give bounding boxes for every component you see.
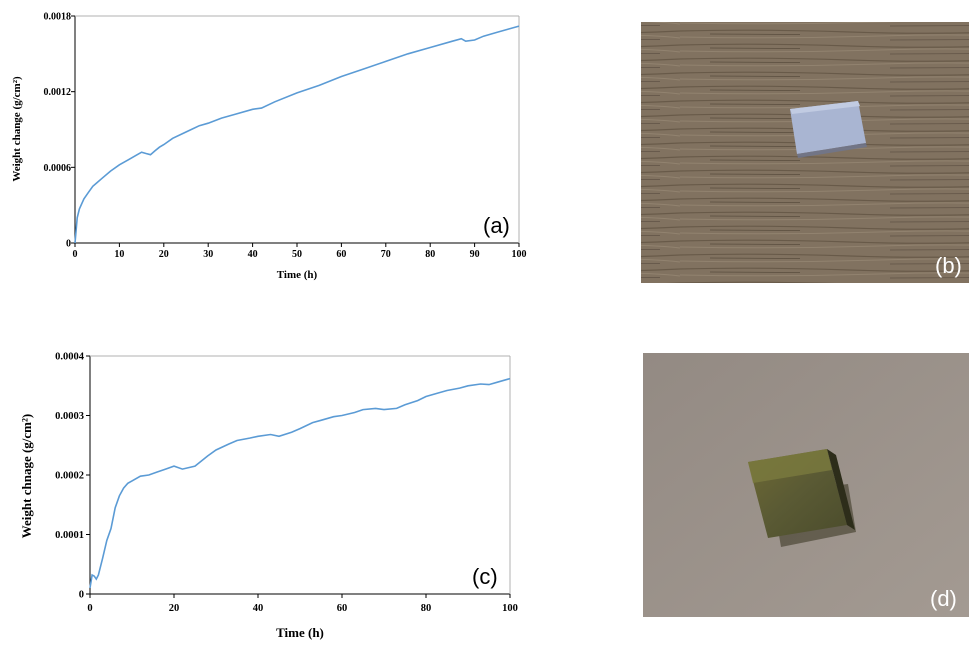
chart-a-x-tick-label: 30	[203, 249, 213, 260]
chart-a-y-tick-label: 0.0018	[44, 12, 72, 23]
photo-b-panel-label: (b)	[935, 253, 962, 278]
chart-a-series-line	[74, 25, 520, 244]
chart-a-x-tick-label: 60	[336, 249, 346, 260]
chart-c-x-tick-label: 40	[253, 603, 264, 614]
chart-a-y-tick-label: 0	[66, 239, 71, 250]
chart-a-panel-label: (a)	[483, 213, 510, 238]
chart-a-x-label: Time (h)	[277, 269, 318, 281]
photo-b: (b)	[641, 22, 969, 283]
chart-a-x-tick-label: 20	[159, 249, 169, 260]
photo-d: (d)	[643, 353, 969, 617]
chart-c-y-tick-label: 0.0003	[55, 411, 84, 422]
chart-a-y-tick-label: 0.0006	[44, 163, 72, 174]
chart-a-x-tick-label: 70	[381, 249, 391, 260]
chart-c-x-tick-label: 0	[87, 603, 92, 614]
green-specimen-block	[748, 449, 856, 547]
chart-c-y-tick-label: 0.0001	[55, 530, 84, 541]
chart-c-x-tick-label: 80	[421, 603, 432, 614]
chart-a-x-tick-label: 100	[512, 249, 527, 260]
chart-a-x-tick-label: 0	[73, 249, 78, 260]
chart-c-x-tick-label: 60	[337, 603, 348, 614]
chart-c-x-tick-label: 100	[502, 603, 518, 614]
chart-c-y-tick-label: 0.0002	[55, 471, 84, 482]
chart-c-x-label: Time (h)	[276, 625, 324, 640]
chart-a-y-label: Weight change (g/cm²)	[11, 76, 23, 182]
chart-a-x-tick-label: 90	[470, 249, 480, 260]
chart-c-y-tick-label: 0.0004	[55, 352, 85, 363]
white-specimen-block	[790, 101, 867, 158]
chart-a: 0 10 20 30 40 50 60 70 80 90 100 0 0.0006 0.0012 0.00…	[11, 12, 527, 282]
chart-c-y-tick-label: 0	[79, 590, 84, 601]
chart-a-x-tick-label: 40	[248, 249, 258, 260]
chart-c: 0 20 40 60 80 100 0 0.0001 0.0002 0.0003 0.0004 (…	[19, 352, 518, 641]
chart-c-series-line	[89, 377, 511, 589]
chart-c-y-label: Weight chnage (g/cm²)	[19, 414, 34, 539]
chart-c-panel-label: (c)	[472, 564, 498, 589]
chart-a-x-tick-label: 50	[292, 249, 302, 260]
chart-a-x-tick-label: 10	[114, 249, 124, 260]
chart-a-x-tick-label: 80	[425, 249, 435, 260]
chart-c-x-tick-label: 20	[169, 603, 180, 614]
chart-a-y-tick-label: 0.0012	[44, 87, 72, 98]
photo-d-panel-label: (d)	[930, 586, 957, 611]
